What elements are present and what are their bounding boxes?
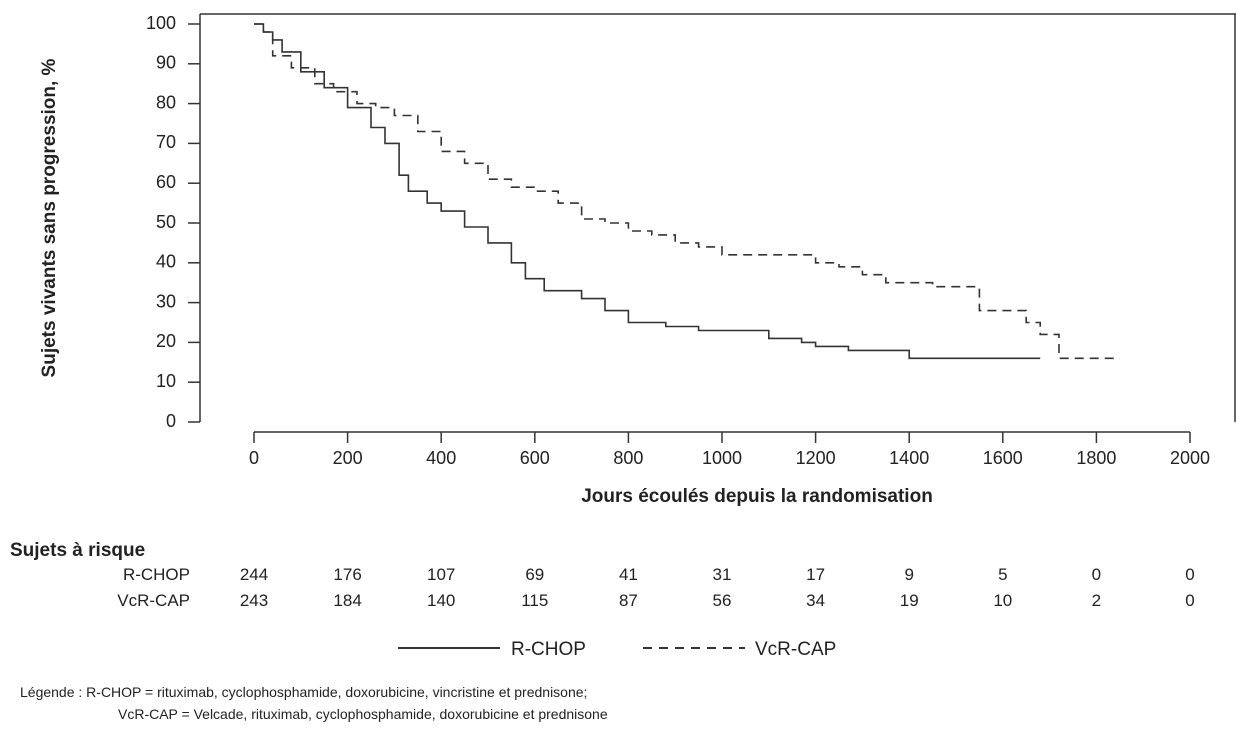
risk-value: 31 bbox=[713, 565, 732, 584]
x-tick-label: 200 bbox=[333, 448, 363, 468]
risk-value: 107 bbox=[427, 565, 455, 584]
risk-value: 243 bbox=[240, 591, 268, 610]
x-axis-label: Jours écoulés depuis la randomisation bbox=[581, 486, 933, 507]
risk-row-label: R-CHOP bbox=[123, 565, 190, 584]
y-tick-label: 50 bbox=[156, 212, 176, 232]
y-tick-label: 0 bbox=[166, 411, 176, 431]
x-tick-label: 0 bbox=[249, 448, 259, 468]
y-axis-ticks: 0 10 20 30 40 50 60 70 80 90 100 bbox=[146, 13, 200, 431]
risk-value: 34 bbox=[806, 591, 825, 610]
legend-label-rchop: R-CHOP bbox=[511, 639, 586, 660]
y-tick-label: 80 bbox=[156, 92, 176, 112]
risk-value: 10 bbox=[993, 591, 1012, 610]
risk-value: 17 bbox=[806, 565, 825, 584]
risk-value: 115 bbox=[521, 591, 548, 610]
risk-table-title: Sujets à risque bbox=[10, 540, 145, 561]
risk-value: 69 bbox=[525, 565, 544, 584]
x-tick-label: 600 bbox=[520, 448, 550, 468]
risk-value: 184 bbox=[333, 591, 361, 610]
legend: R-CHOP VcR-CAP bbox=[398, 639, 836, 660]
y-tick-label: 10 bbox=[156, 371, 176, 391]
risk-value: 9 bbox=[904, 565, 913, 584]
y-tick-label: 40 bbox=[156, 252, 176, 272]
risk-table: R-CHOP 244 176 107 69 41 31 17 9 5 0 0 VcR-CAP 243 184… bbox=[117, 565, 1194, 610]
series-line-vcr-cap bbox=[254, 23, 1120, 360]
x-tick-label: 1000 bbox=[702, 448, 742, 468]
risk-value: 140 bbox=[427, 591, 455, 610]
risk-value: 176 bbox=[333, 565, 361, 584]
footnote-line-2: VcR-CAP = Velcade, rituximab, cyclophosp… bbox=[118, 706, 608, 722]
risk-value: 56 bbox=[713, 591, 732, 610]
series-group bbox=[254, 23, 1120, 360]
y-axis-label: Sujets vivants sans progression, % bbox=[39, 58, 60, 377]
risk-value: 244 bbox=[240, 565, 268, 584]
y-tick-label: 30 bbox=[156, 291, 176, 311]
y-tick-label: 70 bbox=[156, 132, 176, 152]
y-tick-label: 100 bbox=[146, 13, 176, 33]
x-tick-label: 1400 bbox=[889, 448, 929, 468]
y-tick-label: 20 bbox=[156, 331, 176, 351]
risk-value: 41 bbox=[619, 565, 638, 584]
x-tick-label: 1200 bbox=[796, 448, 836, 468]
legend-label-vcrcap: VcR-CAP bbox=[755, 639, 836, 660]
risk-value: 0 bbox=[1185, 591, 1194, 610]
risk-value: 0 bbox=[1185, 565, 1194, 584]
risk-value: 19 bbox=[900, 591, 919, 610]
risk-value: 0 bbox=[1092, 565, 1101, 584]
x-tick-label: 400 bbox=[426, 448, 456, 468]
series-line-r-chop bbox=[254, 23, 1041, 360]
risk-row-label: VcR-CAP bbox=[117, 591, 190, 610]
footnote-line-1: Légende : R-CHOP = rituximab, cyclophosp… bbox=[20, 684, 587, 700]
x-tick-label: 1600 bbox=[983, 448, 1023, 468]
risk-value: 5 bbox=[998, 565, 1007, 584]
y-tick-label: 60 bbox=[156, 172, 176, 192]
risk-value: 2 bbox=[1092, 591, 1101, 610]
x-tick-label: 2000 bbox=[1170, 448, 1210, 468]
y-tick-label: 90 bbox=[156, 53, 176, 73]
risk-value: 87 bbox=[619, 591, 638, 610]
x-tick-label: 800 bbox=[613, 448, 643, 468]
x-tick-label: 1800 bbox=[1076, 448, 1116, 468]
x-axis-ticks: 0 200 400 600 800 1000 1200 1400 1600 1800 2000 bbox=[249, 432, 1210, 468]
